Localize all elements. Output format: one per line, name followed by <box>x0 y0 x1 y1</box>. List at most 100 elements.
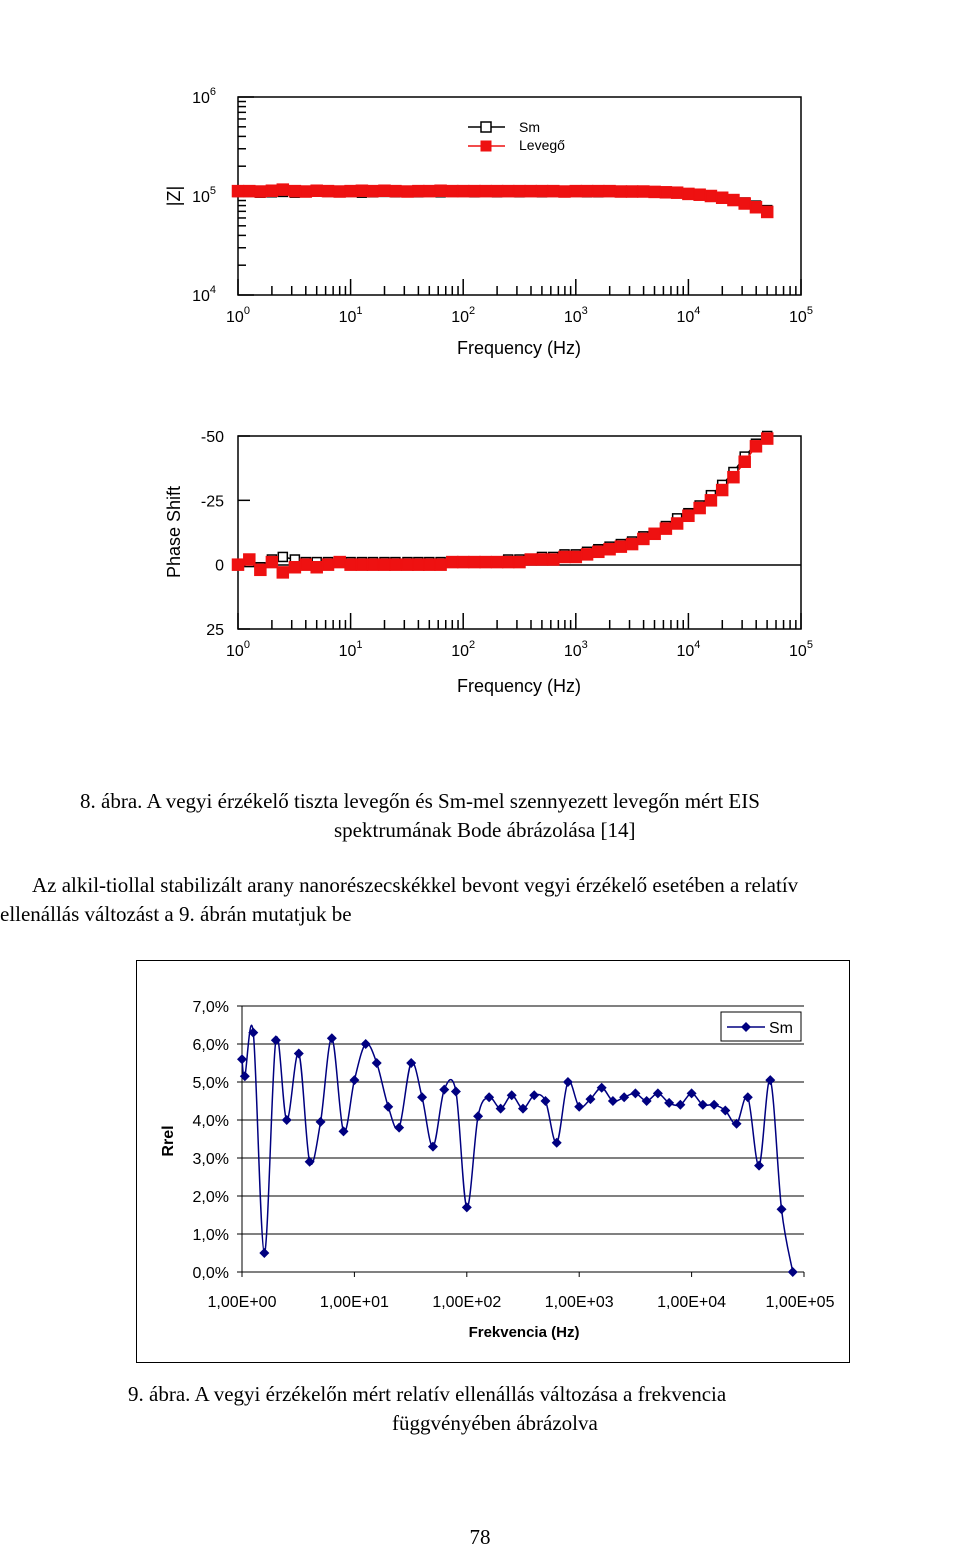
data-point-sm <box>641 1096 652 1106</box>
data-point-levego <box>614 540 628 553</box>
x-tick-label: 104 <box>676 305 700 326</box>
x-tick-label: 1,00E+01 <box>320 1294 389 1311</box>
x-tick-label: 1,00E+04 <box>657 1294 726 1311</box>
data-point-sm <box>697 1099 708 1110</box>
data-point-sm <box>293 1048 304 1059</box>
data-point-sm <box>506 1090 517 1101</box>
data-point-levego <box>378 558 391 571</box>
data-point-levego <box>254 185 267 198</box>
data-point-sm <box>562 1077 573 1087</box>
y-tick-label: 5,0% <box>193 1075 229 1092</box>
data-point-sm <box>596 1082 607 1093</box>
data-point-levego <box>704 189 718 203</box>
x-tick-exponent: 3 <box>582 305 588 317</box>
data-point-sm <box>371 1058 382 1068</box>
data-point-levego <box>231 184 245 198</box>
data-point-sm <box>720 1105 731 1116</box>
data-point-sm <box>709 1099 720 1110</box>
data-point-levego <box>446 555 459 569</box>
data-point-levego <box>378 184 391 197</box>
data-point-levego <box>501 184 515 198</box>
data-point-levego <box>299 558 313 571</box>
data-point-levego <box>333 185 346 198</box>
data-point-levego <box>288 560 302 574</box>
data-point-sm <box>585 1094 596 1105</box>
data-point-sm <box>277 551 289 563</box>
data-point-levego <box>603 184 616 198</box>
data-point-levego <box>243 553 256 566</box>
x-tick-exponent: 2 <box>469 305 475 317</box>
data-point-levego <box>614 185 628 198</box>
data-point-levego <box>423 558 436 571</box>
x-tick-label: 105 <box>789 639 813 660</box>
data-point-levego <box>355 558 369 571</box>
x-tick-exponent: 0 <box>244 305 250 317</box>
data-point-levego <box>401 558 414 571</box>
y-tick-label: -25 <box>201 493 224 510</box>
x-tick-exponent: 4 <box>694 639 700 651</box>
x-tick-exponent: 2 <box>469 639 475 651</box>
data-point-levego <box>648 527 661 541</box>
data-point-sm <box>360 1039 371 1049</box>
y-tick-label: 0 <box>215 558 224 575</box>
data-point-sm <box>248 1027 259 1038</box>
data-point-sm <box>394 1122 405 1133</box>
data-point-levego <box>580 548 594 561</box>
data-point-levego <box>693 188 706 201</box>
data-point-levego <box>231 558 245 571</box>
series-line-sm <box>237 435 768 569</box>
data-point-levego <box>479 184 492 198</box>
data-point-sm <box>551 1137 562 1148</box>
x-tick-exponent: 5 <box>807 305 813 317</box>
data-point-levego <box>727 193 740 207</box>
x-tick-label: 102 <box>451 305 475 326</box>
y-tick-label: 106 <box>192 86 216 107</box>
x-tick-label: 100 <box>226 305 250 326</box>
x-tick-exponent: 4 <box>694 305 700 317</box>
data-point-sm <box>517 1103 528 1114</box>
y-axis-label: |Z| <box>164 186 184 206</box>
x-tick-label: 103 <box>564 305 588 326</box>
data-point-sm <box>259 1248 270 1258</box>
data-point-levego <box>254 563 267 577</box>
y-tick-label: 3,0% <box>193 1151 229 1168</box>
y-tick-label: 104 <box>192 284 216 305</box>
data-point-levego <box>344 184 357 198</box>
x-tick-label: 104 <box>676 639 700 660</box>
data-point-sm <box>495 1103 506 1114</box>
data-point-sm <box>664 1097 675 1108</box>
data-point-levego <box>265 184 279 197</box>
data-point-sm <box>338 1126 349 1137</box>
y-tick-label: -50 <box>201 429 224 446</box>
data-point-sm <box>686 1088 697 1099</box>
data-point-levego <box>547 553 560 566</box>
data-point-levego <box>423 184 436 198</box>
data-point-levego <box>310 184 323 197</box>
data-point-sm <box>326 1033 337 1044</box>
data-point-levego <box>389 184 402 198</box>
y-tick-label: 6,0% <box>193 1037 229 1054</box>
data-point-levego <box>558 185 571 198</box>
data-point-sm <box>574 1101 585 1112</box>
figure-8-caption: 8. ábra. A vegyi érzékelő tiszta levegőn… <box>80 787 930 845</box>
data-point-levego <box>580 184 594 198</box>
data-point-sm <box>731 1118 742 1129</box>
y-tick-label: 2,0% <box>193 1189 229 1206</box>
data-point-levego <box>738 455 751 468</box>
data-point-levego <box>625 185 639 198</box>
data-point-levego <box>299 185 313 198</box>
legend-marker-sm <box>741 1022 751 1032</box>
x-tick-label: 1,00E+02 <box>432 1294 501 1311</box>
data-point-levego <box>412 184 425 198</box>
data-point-levego <box>738 197 751 210</box>
data-point-levego <box>637 185 650 198</box>
data-point-levego <box>659 522 673 535</box>
data-point-levego <box>727 470 740 484</box>
data-point-levego <box>682 187 695 201</box>
data-point-levego <box>276 566 290 579</box>
data-point-levego <box>524 184 537 198</box>
data-point-levego <box>670 186 684 199</box>
data-point-sm <box>787 1267 798 1277</box>
series-line-levego <box>237 437 768 574</box>
data-point-levego <box>625 537 639 551</box>
